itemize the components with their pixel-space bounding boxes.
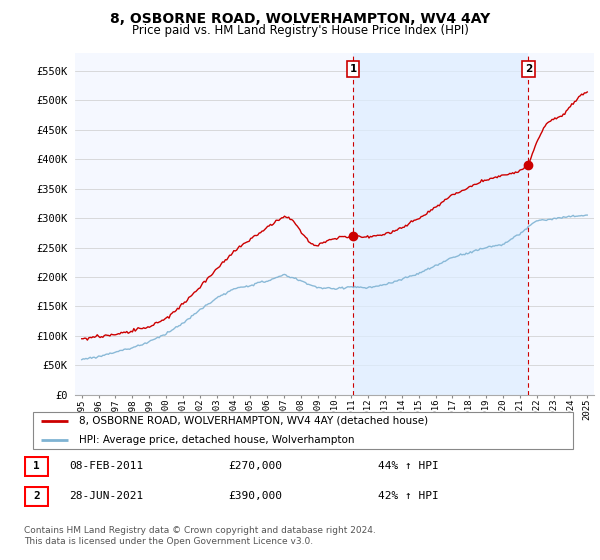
Text: 44% ↑ HPI: 44% ↑ HPI [378, 461, 439, 472]
Text: £270,000: £270,000 [228, 461, 282, 472]
Bar [353, 53, 528, 395]
Text: £390,000: £390,000 [228, 491, 282, 501]
Text: 28-JUN-2021: 28-JUN-2021 [69, 491, 143, 501]
Text: 1: 1 [349, 64, 356, 74]
Text: 2: 2 [33, 491, 40, 501]
Text: 2: 2 [524, 64, 532, 74]
Text: 42% ↑ HPI: 42% ↑ HPI [378, 491, 439, 501]
Text: Price paid vs. HM Land Registry's House Price Index (HPI): Price paid vs. HM Land Registry's House … [131, 24, 469, 37]
Text: 8, OSBORNE ROAD, WOLVERHAMPTON, WV4 4AY (detached house): 8, OSBORNE ROAD, WOLVERHAMPTON, WV4 4AY … [79, 416, 428, 426]
Text: HPI: Average price, detached house, Wolverhampton: HPI: Average price, detached house, Wolv… [79, 435, 355, 445]
FancyBboxPatch shape [25, 457, 48, 476]
FancyBboxPatch shape [33, 412, 573, 449]
Text: 8, OSBORNE ROAD, WOLVERHAMPTON, WV4 4AY: 8, OSBORNE ROAD, WOLVERHAMPTON, WV4 4AY [110, 12, 490, 26]
FancyBboxPatch shape [25, 487, 48, 506]
Text: Contains HM Land Registry data © Crown copyright and database right 2024.
This d: Contains HM Land Registry data © Crown c… [24, 526, 376, 546]
Text: 1: 1 [33, 461, 40, 472]
Text: 08-FEB-2011: 08-FEB-2011 [69, 461, 143, 472]
